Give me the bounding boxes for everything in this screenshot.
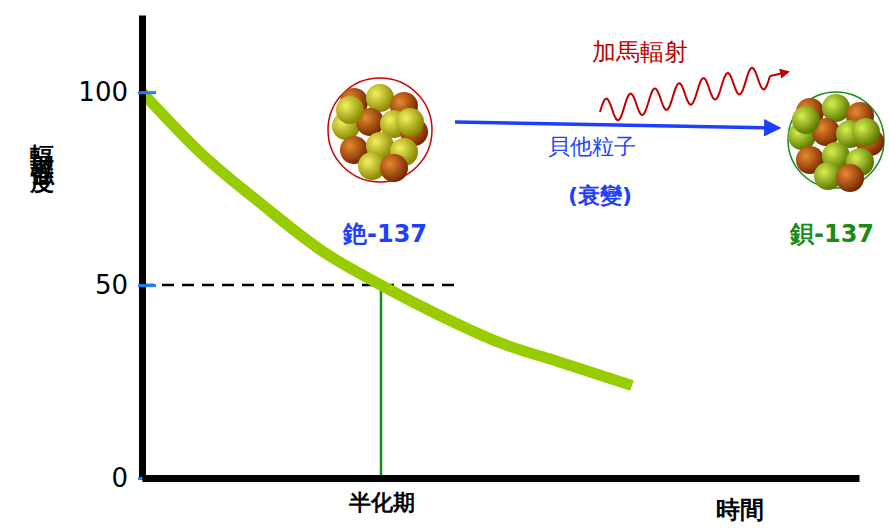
nucleon	[380, 154, 408, 182]
cesium-nucleus	[328, 78, 432, 182]
y-tick: 100	[78, 77, 156, 107]
decay-arrow	[455, 122, 778, 128]
half-life-dashed-line	[142, 284, 456, 287]
y-tick: 50	[95, 270, 156, 300]
annotation-parent: 銫-137	[342, 220, 427, 248]
gamma-arrowhead	[770, 72, 788, 76]
x-tick-label: 半化期	[348, 490, 415, 515]
barium-nucleus	[788, 92, 884, 192]
nucleon	[852, 118, 880, 146]
annotation-daughter: 鋇-137	[789, 220, 874, 248]
cesium-nucleus-outline	[328, 78, 432, 182]
y-tick-mark	[138, 284, 156, 287]
y-tick-label: 0	[111, 463, 128, 493]
nucleon	[836, 164, 864, 192]
nucleon	[366, 84, 394, 112]
nucleon	[336, 96, 364, 124]
y-tick-label: 50	[95, 270, 128, 300]
x-tick: 半化期	[348, 478, 415, 515]
y-axis: 0 50 100	[78, 16, 156, 493]
nucleon	[822, 94, 850, 122]
annotation-beta: 貝他粒子	[548, 134, 636, 159]
nucleon	[792, 106, 820, 134]
gamma-wave	[600, 68, 770, 120]
y-tick-label: 100	[78, 77, 128, 107]
y-axis-title: 輻射強度	[28, 125, 56, 194]
y-axis-line	[139, 16, 146, 479]
annotation-process: (衰變)	[568, 183, 632, 208]
annotation-gamma: 加馬輻射	[592, 38, 688, 66]
half-life-vertical-line	[380, 285, 383, 478]
x-axis-line	[143, 475, 860, 482]
y-tick-mark	[138, 91, 156, 94]
x-axis-title: 時間	[716, 496, 764, 524]
chart: 0 50 100 半化期 時間 輻射強度銫-137 鋇-137 加馬輻射貝他粒子 (衰變)	[0, 0, 889, 530]
nucleon	[396, 108, 424, 136]
